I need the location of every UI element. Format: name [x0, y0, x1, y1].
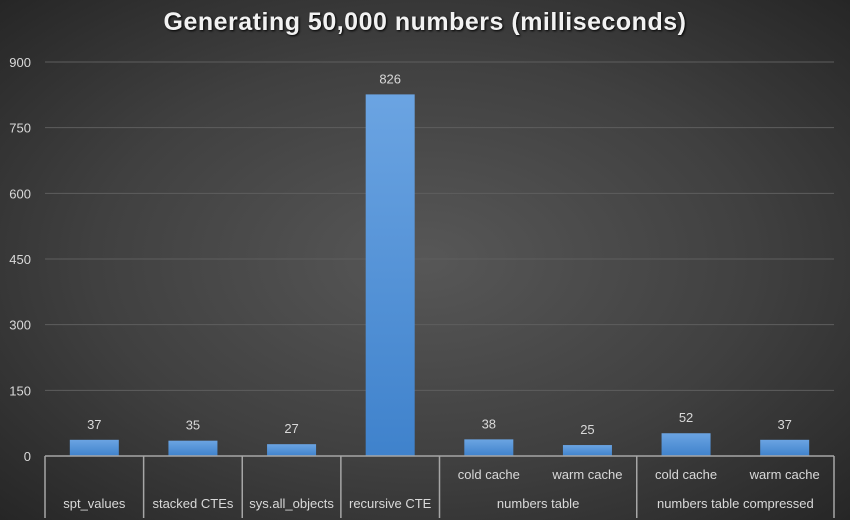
data-label: 52	[679, 410, 693, 425]
x-tick-label: warm cache	[551, 467, 622, 482]
x-tick-label: cold cache	[655, 467, 717, 482]
y-tick-label: 300	[9, 318, 31, 333]
data-label: 37	[87, 417, 101, 432]
bar	[562, 445, 612, 456]
y-tick-label: 900	[9, 55, 31, 70]
bar	[365, 94, 415, 456]
data-label: 27	[284, 421, 298, 436]
chart-title: Generating 50,000 numbers (milliseconds)	[163, 8, 687, 36]
bar	[267, 444, 317, 456]
bar	[69, 439, 119, 456]
y-tick-label: 0	[24, 449, 31, 464]
bar	[168, 440, 218, 456]
y-tick-label: 750	[9, 121, 31, 136]
y-tick-label: 150	[9, 383, 31, 398]
bar	[464, 439, 514, 456]
data-label: 35	[186, 418, 200, 433]
bar	[760, 439, 810, 456]
x-tick-label: spt_values	[63, 496, 126, 511]
x-group-label: numbers table compressed	[657, 496, 814, 511]
bar	[661, 433, 711, 456]
x-tick-label: sys.all_objects	[249, 496, 334, 511]
x-tick-label: cold cache	[458, 467, 520, 482]
x-tick-label: recursive CTE	[349, 496, 432, 511]
y-tick-label: 450	[9, 252, 31, 267]
data-label: 826	[379, 71, 401, 86]
y-tick-label: 600	[9, 186, 31, 201]
x-tick-label: warm cache	[749, 467, 820, 482]
x-group-label: numbers table	[497, 496, 579, 511]
data-label: 25	[580, 422, 594, 437]
x-tick-label: stacked CTEs	[152, 496, 233, 511]
data-label: 38	[482, 416, 496, 431]
data-label: 37	[777, 417, 791, 432]
